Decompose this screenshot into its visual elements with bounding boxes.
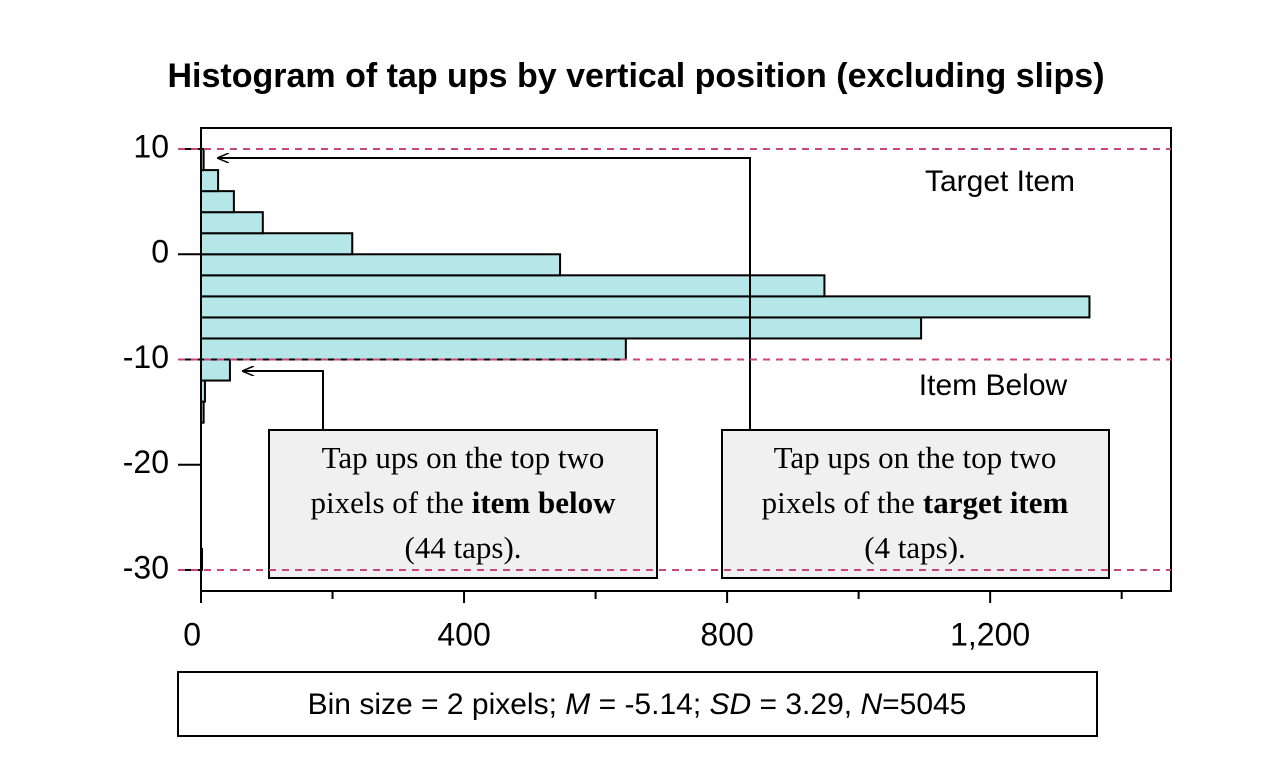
- bar: [200, 169, 220, 193]
- x-tick-label: 400: [437, 616, 490, 652]
- footer-text: = -5.14;: [590, 688, 709, 721]
- footer-italic: M: [565, 688, 590, 721]
- footer-text: =5045: [882, 688, 966, 721]
- bar: [200, 232, 354, 256]
- annotation-box: [268, 429, 658, 579]
- bar: [200, 253, 562, 277]
- footer-italic: SD: [710, 688, 752, 721]
- plot-area: [200, 148, 1091, 571]
- bar: [200, 295, 1091, 319]
- y-tick-label: 10: [133, 128, 169, 164]
- annotation-bold: target item: [923, 485, 1069, 520]
- region-label: Target Item: [925, 165, 1075, 198]
- footer-italic: N: [860, 688, 882, 721]
- bar: [200, 274, 826, 298]
- x-tick-label: 0: [183, 616, 201, 652]
- y-tick-label: -10: [123, 339, 169, 375]
- annotation-arrow: [243, 371, 324, 430]
- annotation-text: (44 taps).: [404, 530, 521, 565]
- region-label: Item Below: [919, 369, 1068, 402]
- annotation-text: Tap ups on the top two: [774, 440, 1057, 475]
- annotation-text: Tap ups on the top two: [322, 440, 605, 475]
- bar: [200, 337, 627, 361]
- annotation-arrow: [218, 158, 751, 430]
- footer-text: Bin size = 2 pixels; M = -5.14; SD = 3.2…: [308, 688, 967, 721]
- annotation-bold: item below: [472, 485, 616, 520]
- annotation: Tap ups on the top two pixels of the item…: [268, 429, 658, 579]
- bar: [200, 358, 231, 382]
- bar: [200, 316, 923, 340]
- x-tick-label: 1,200: [950, 616, 1030, 652]
- annotation-text: pixels of the: [762, 485, 915, 520]
- y-tick-label: 0: [151, 234, 169, 270]
- annotation-box: [721, 429, 1110, 579]
- annotation-text: (4 taps).: [864, 530, 966, 565]
- footer-box: [177, 671, 1098, 737]
- chart-title: Histogram of tap ups by vertical positio…: [167, 57, 1104, 95]
- annotation-text: pixels of the target item: [762, 485, 1069, 520]
- y-tick-label: -20: [123, 444, 169, 480]
- bar: [200, 190, 235, 214]
- y-tick-label: -30: [123, 549, 169, 585]
- footer-text: = 3.29,: [751, 688, 860, 721]
- annotation-text: pixels of the item below: [310, 485, 616, 520]
- bar: [200, 211, 264, 235]
- footer-text: Bin size = 2 pixels;: [308, 688, 566, 721]
- annotation: Tap ups on the top two pixels of the targ…: [721, 429, 1110, 579]
- annotation-text: pixels of the: [310, 485, 463, 520]
- x-tick-label: 800: [700, 616, 753, 652]
